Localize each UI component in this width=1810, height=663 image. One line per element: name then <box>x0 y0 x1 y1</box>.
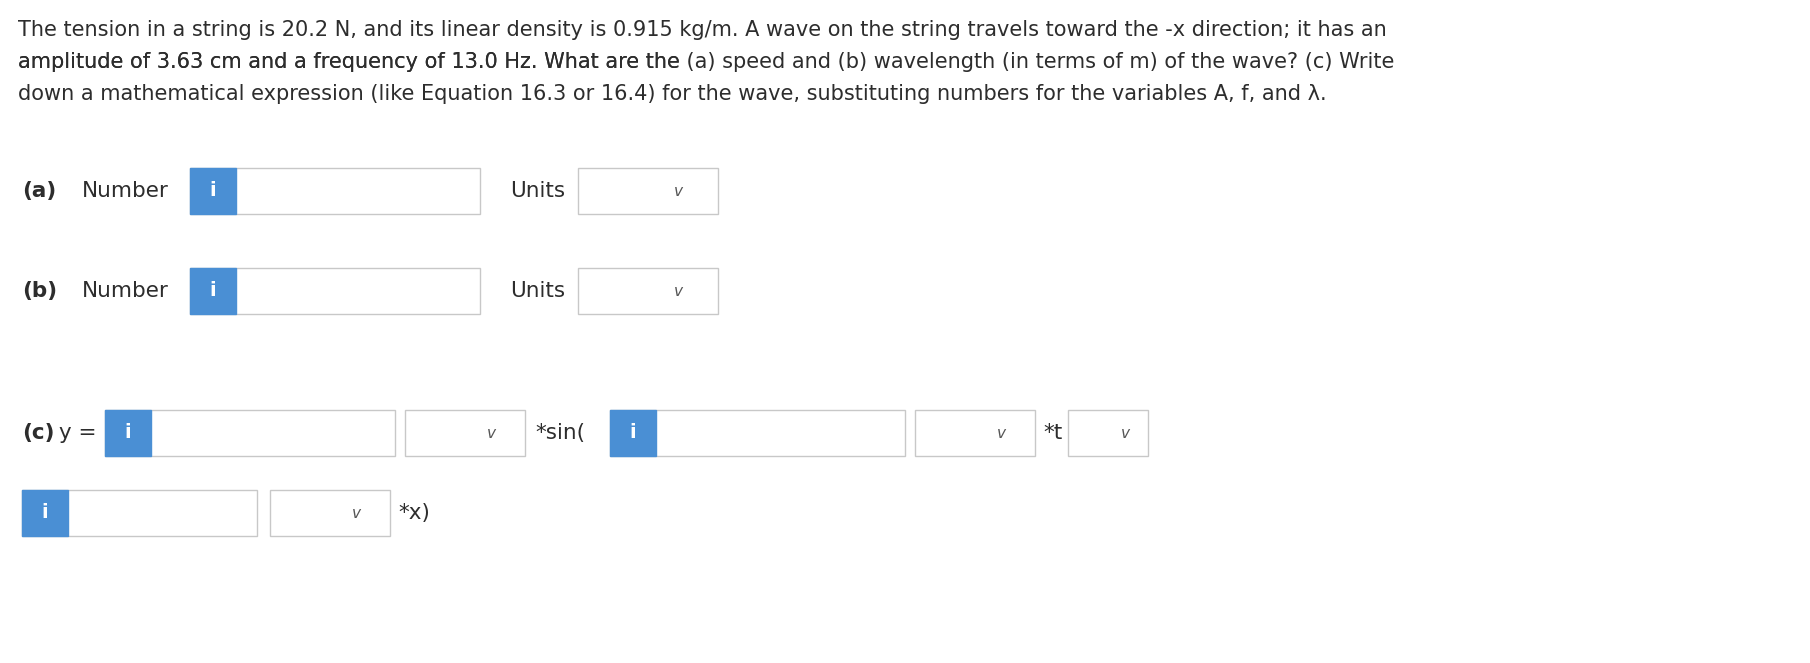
Text: i: i <box>210 282 217 300</box>
FancyBboxPatch shape <box>577 268 719 314</box>
FancyBboxPatch shape <box>270 490 389 536</box>
Text: v: v <box>675 284 684 298</box>
FancyBboxPatch shape <box>190 268 480 314</box>
Text: *t: *t <box>1043 423 1062 443</box>
Text: (a): (a) <box>22 181 56 201</box>
Text: (b): (b) <box>22 281 58 301</box>
Text: *sin(: *sin( <box>536 423 585 443</box>
Text: Number: Number <box>81 181 168 201</box>
Text: (c): (c) <box>22 423 54 443</box>
Text: Units: Units <box>510 281 565 301</box>
Text: i: i <box>42 503 49 522</box>
Text: v: v <box>487 426 496 440</box>
FancyBboxPatch shape <box>190 168 235 214</box>
Text: v: v <box>1120 426 1129 440</box>
FancyBboxPatch shape <box>22 490 257 536</box>
Text: i: i <box>210 182 217 200</box>
FancyBboxPatch shape <box>610 410 905 456</box>
FancyBboxPatch shape <box>405 410 525 456</box>
Text: i: i <box>125 424 132 442</box>
Text: y =: y = <box>52 423 96 443</box>
Text: v: v <box>675 184 684 198</box>
Text: down a mathematical expression (like Equation 16.3 or 16.4) for the wave, substi: down a mathematical expression (like Equ… <box>18 84 1327 104</box>
FancyBboxPatch shape <box>916 410 1035 456</box>
Text: v: v <box>997 426 1006 440</box>
FancyBboxPatch shape <box>105 410 150 456</box>
Text: Units: Units <box>510 181 565 201</box>
Text: amplitude of 3.63 cm and a frequency of 13.0 Hz. What are the (a) speed and (b) : amplitude of 3.63 cm and a frequency of … <box>18 52 1394 72</box>
FancyBboxPatch shape <box>577 168 719 214</box>
Text: amplitude of 3.63 cm and a frequency of 13.0 Hz. What are the: amplitude of 3.63 cm and a frequency of … <box>18 52 686 72</box>
FancyBboxPatch shape <box>22 490 69 536</box>
FancyBboxPatch shape <box>190 268 235 314</box>
Text: v: v <box>351 505 360 520</box>
FancyBboxPatch shape <box>105 410 395 456</box>
FancyBboxPatch shape <box>610 410 655 456</box>
FancyBboxPatch shape <box>190 168 480 214</box>
FancyBboxPatch shape <box>1068 410 1148 456</box>
Text: The tension in a string is 20.2 N, and its linear density is 0.915 kg/m. A wave : The tension in a string is 20.2 N, and i… <box>18 20 1386 40</box>
Text: Number: Number <box>81 281 168 301</box>
Text: *x): *x) <box>398 503 431 523</box>
Text: i: i <box>630 424 637 442</box>
